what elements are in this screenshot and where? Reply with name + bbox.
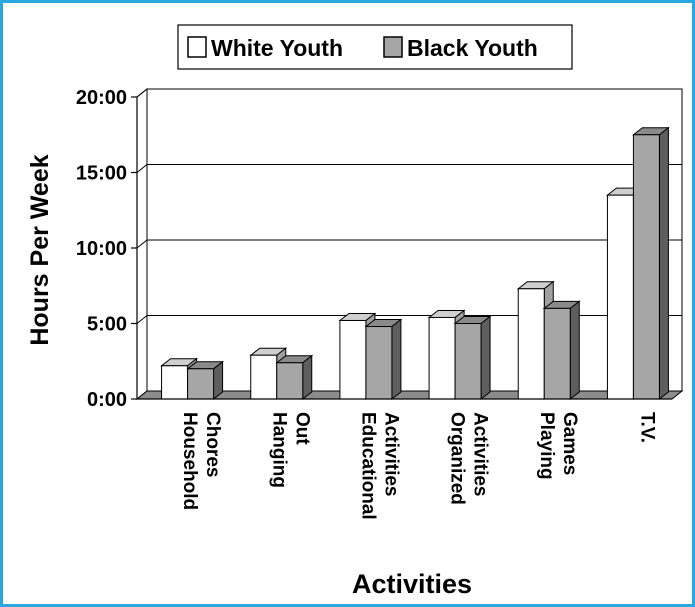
bar-side	[658, 126, 669, 401]
bar-front	[187, 368, 215, 400]
category-label: Household Chores	[179, 412, 223, 510]
bar-black-youth	[453, 315, 492, 401]
bar-black-youth	[275, 354, 314, 401]
legend-label-black: Black Youth	[407, 35, 538, 61]
category-label-line: Games	[559, 412, 580, 475]
bar-front	[161, 365, 189, 400]
bar-black-youth	[186, 360, 225, 401]
bar-front	[365, 326, 393, 400]
category-label-line: Out	[291, 412, 312, 445]
bar-front	[606, 194, 634, 400]
bar-front	[276, 362, 304, 400]
y-tick-label: 10:00	[76, 238, 127, 260]
bar-front	[543, 307, 571, 400]
bar-black-youth	[631, 126, 670, 401]
category-label: Playing Games	[536, 412, 580, 480]
bar-front	[517, 288, 545, 400]
bar-side	[213, 360, 224, 401]
legend-swatch-black	[383, 36, 403, 58]
bar-side	[391, 318, 402, 401]
category-label-line: T.V.	[636, 412, 657, 443]
bar-black-youth	[542, 300, 581, 401]
category-label: Hanging Out	[268, 412, 312, 488]
legend-swatch-white	[187, 36, 207, 58]
gridline	[136, 88, 682, 98]
category-label-line: Playing	[536, 412, 557, 480]
x-axis-title: Activities	[352, 569, 472, 599]
category-label-line: Organized	[447, 412, 468, 505]
category-label-line: Hanging	[268, 412, 289, 488]
legend: White Youth Black Youth	[177, 24, 573, 70]
gridline	[136, 315, 682, 324]
bar-front	[454, 323, 482, 400]
category-label-line: Activities	[470, 412, 491, 496]
bar-black-youth	[364, 318, 403, 401]
gridline	[136, 239, 682, 249]
category-label-line: Household	[179, 412, 200, 510]
bar-front	[250, 354, 278, 400]
gridline	[136, 164, 682, 173]
bar-front	[339, 319, 367, 400]
y-tick-label: 20:00	[76, 87, 127, 109]
category-label-line: Chores	[202, 412, 223, 477]
legend-label-white: White Youth	[211, 35, 343, 61]
category-label: Educational Activities	[357, 412, 401, 520]
y-tick-label: 5:00	[87, 314, 127, 336]
bar-side	[480, 315, 491, 401]
y-tick-label: 15:00	[76, 163, 127, 185]
bar-front	[632, 134, 660, 400]
bar-side	[569, 300, 580, 401]
y-axis-title: Hours Per Week	[26, 154, 54, 345]
category-label-line: Activities	[380, 412, 401, 496]
bar-front	[428, 316, 456, 400]
category-label: T.V.	[636, 412, 657, 443]
y-tick-label: 0:00	[87, 389, 127, 411]
category-label: Organized Activities	[447, 412, 491, 505]
bar-side	[302, 354, 313, 401]
category-label-line: Educational	[357, 412, 378, 520]
legend-box	[177, 24, 573, 70]
